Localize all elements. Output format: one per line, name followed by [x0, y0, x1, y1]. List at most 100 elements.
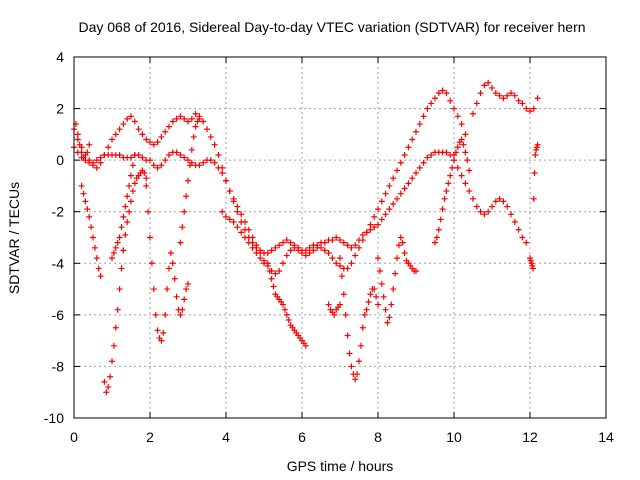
data-point	[373, 293, 380, 300]
x-tick-label: 10	[446, 429, 462, 445]
data-point	[200, 159, 207, 166]
data-point	[120, 247, 127, 254]
data-point	[420, 113, 427, 120]
data-point	[306, 249, 313, 256]
data-point	[238, 211, 245, 218]
data-point	[230, 198, 237, 205]
y-tick-label: 0	[56, 152, 64, 168]
data-point	[356, 358, 362, 365]
data-point	[223, 177, 229, 184]
x-tick-label: 8	[374, 429, 382, 445]
data-point	[110, 249, 117, 256]
data-point	[188, 146, 195, 153]
data-point	[534, 95, 541, 102]
data-point	[242, 234, 248, 241]
data-point	[519, 100, 526, 107]
x-axis-label: GPS time / hours	[287, 458, 394, 474]
data-point	[211, 141, 218, 148]
data-point	[112, 244, 119, 251]
data-point	[365, 298, 372, 305]
series-1	[71, 144, 457, 256]
data-point	[378, 280, 385, 287]
data-point	[268, 247, 275, 254]
data-point	[531, 170, 538, 177]
data-point	[82, 157, 89, 164]
data-point	[375, 301, 381, 308]
data-point	[470, 195, 476, 202]
data-point	[131, 118, 138, 125]
data-point	[367, 226, 374, 233]
data-point	[318, 244, 324, 251]
data-point	[126, 182, 133, 189]
data-point	[451, 157, 457, 164]
y-tick-label: -10	[44, 410, 64, 426]
data-point	[346, 350, 353, 357]
data-point	[443, 90, 450, 97]
data-point	[439, 87, 446, 94]
data-point	[500, 95, 507, 102]
data-point	[103, 389, 110, 396]
series-12	[375, 234, 419, 326]
data-point	[272, 244, 279, 251]
data-point	[280, 301, 286, 308]
data-point	[185, 280, 191, 287]
data-point	[181, 115, 188, 122]
data-point	[97, 273, 104, 280]
data-point	[337, 237, 343, 244]
data-point	[384, 319, 391, 326]
data-point	[388, 301, 395, 308]
data-point	[124, 219, 131, 226]
data-point	[238, 229, 245, 236]
data-point	[257, 247, 264, 254]
data-point	[287, 239, 294, 246]
data-point	[454, 144, 461, 151]
data-point	[314, 242, 321, 249]
data-point	[363, 229, 370, 236]
data-point	[500, 198, 507, 205]
data-point	[451, 105, 457, 112]
data-point	[375, 221, 381, 228]
data-point	[390, 286, 397, 293]
series-15	[219, 208, 267, 267]
data-point	[114, 239, 121, 246]
data-point	[376, 268, 383, 275]
data-point	[88, 224, 95, 231]
data-point	[386, 314, 393, 321]
data-point	[147, 234, 153, 241]
data-point	[226, 216, 233, 223]
data-point	[508, 211, 514, 218]
data-point	[395, 242, 402, 249]
data-point	[112, 131, 119, 138]
data-point	[131, 180, 138, 187]
data-point	[302, 247, 309, 254]
y-axis-label: SDTVAR / TECUs	[6, 182, 22, 294]
data-point	[141, 170, 148, 177]
data-point	[392, 270, 399, 277]
data-point	[181, 154, 188, 161]
data-point	[150, 141, 157, 148]
x-tick-label: 2	[146, 429, 154, 445]
data-point	[148, 260, 155, 267]
data-point	[291, 242, 298, 249]
data-point	[325, 301, 332, 308]
data-point	[190, 133, 197, 140]
data-point	[196, 162, 203, 169]
data-point	[329, 255, 336, 262]
data-point	[131, 151, 138, 158]
data-point	[162, 311, 169, 318]
data-point	[485, 79, 492, 86]
data-point	[477, 90, 484, 97]
data-point	[337, 301, 343, 308]
data-point	[333, 260, 340, 267]
data-point	[154, 327, 161, 334]
data-point	[399, 239, 406, 246]
data-point	[145, 208, 152, 215]
data-point	[211, 159, 218, 166]
data-point	[128, 154, 134, 161]
series-4	[143, 182, 191, 344]
series-6	[264, 260, 309, 349]
plot-frame	[73, 56, 607, 419]
data-point	[428, 151, 435, 158]
data-point	[167, 249, 174, 256]
